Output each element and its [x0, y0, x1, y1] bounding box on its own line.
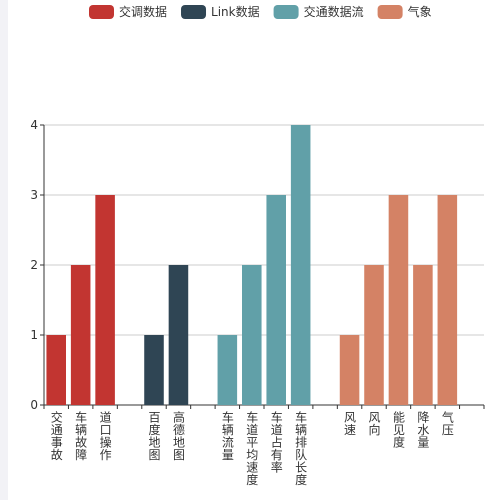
x-tick-label: 车辆流量 [220, 410, 234, 461]
x-tick-label: 车道占有率 [269, 410, 283, 474]
x-tick-label: 百度地图 [147, 411, 161, 461]
y-tick-label: 4 [30, 118, 38, 132]
bar [242, 265, 262, 405]
y-tick-label: 1 [30, 328, 38, 342]
legend-swatch [377, 5, 403, 19]
x-tick-label: 风速 [343, 411, 357, 436]
bar [339, 335, 360, 405]
legend-swatch [181, 5, 207, 19]
x-tick-label: 道口操作 [98, 411, 112, 461]
legend-label: 交调数据 [119, 4, 167, 19]
x-tick-label: 气压 [440, 410, 454, 436]
bar [437, 195, 458, 405]
legend: 交调数据 Link数据 交通数据流 气象 [89, 4, 432, 19]
bar [388, 195, 409, 405]
x-tick-label: 交通事故 [49, 410, 63, 462]
side-strip [0, 0, 8, 500]
bar [144, 335, 164, 405]
bar [217, 335, 238, 405]
x-tick-label: 能见度 [391, 411, 405, 449]
legend-label: 气象 [408, 4, 432, 19]
bar [70, 265, 91, 405]
bar [46, 335, 66, 405]
bar [266, 195, 286, 405]
bar [290, 125, 311, 405]
y-tick-label: 0 [30, 398, 38, 412]
y-tick-label: 2 [30, 258, 38, 272]
bar [364, 265, 384, 405]
bar [95, 195, 115, 405]
y-tick-label: 3 [30, 188, 38, 202]
bar [168, 265, 189, 405]
x-tick-label: 车辆故障 [74, 410, 88, 461]
x-tick-label: 车道平均速度 [245, 410, 259, 486]
legend-swatch [273, 5, 299, 19]
x-tick-label: 降水量 [416, 411, 430, 449]
x-tick-label: 风向 [367, 411, 381, 436]
bar [413, 265, 433, 405]
x-tick-label: 车辆排队长度 [294, 410, 308, 486]
legend-label: 交通数据流 [304, 4, 364, 19]
legend-swatch [89, 5, 114, 19]
legend-label: Link数据 [211, 4, 260, 19]
x-tick-label: 高德地图 [171, 410, 185, 461]
